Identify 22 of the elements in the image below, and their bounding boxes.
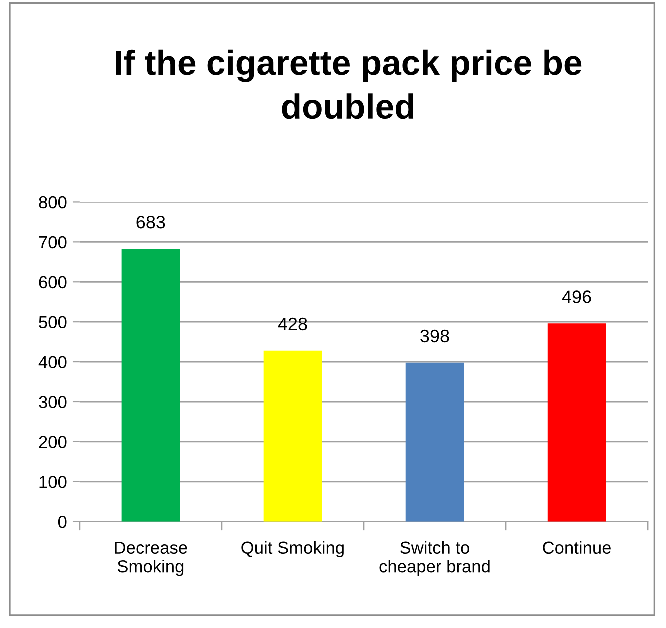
x-tick-label: Continue	[543, 541, 611, 554]
bar	[264, 350, 322, 522]
y-tick-label: 500	[39, 316, 67, 329]
bar	[406, 362, 464, 522]
bar	[548, 324, 606, 522]
x-tick-label: Quit Smoking	[242, 541, 344, 558]
y-tick-label: 800	[39, 196, 67, 209]
y-tick-label: 700	[39, 236, 67, 249]
data-label: 428	[278, 318, 308, 331]
y-tick-label: 200	[39, 436, 67, 448]
x-tick-label: Switch to cheaper brand	[380, 541, 490, 576]
y-tick-label: 600	[39, 276, 67, 289]
chart-title: If the cigarette pack price be doubled	[116, 50, 582, 120]
bar	[122, 248, 180, 522]
data-label: 398	[420, 330, 450, 343]
y-tick-label: 100	[40, 476, 67, 488]
data-label: 496	[562, 290, 592, 304]
y-tick-label: 0	[58, 516, 67, 528]
y-tick-label: 400	[38, 356, 67, 369]
x-tick-label: Decrease Smoking	[115, 542, 188, 576]
y-tick-label: 300	[39, 396, 67, 408]
data-label: 683	[136, 216, 166, 229]
